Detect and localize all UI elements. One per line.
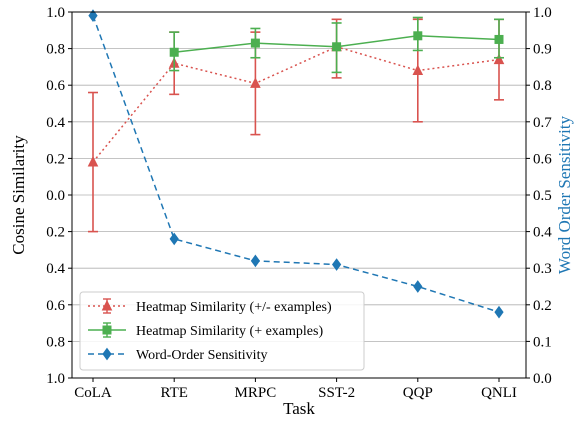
- data-point: [250, 254, 261, 268]
- left-tick-label: 0.6: [46, 298, 65, 314]
- right-tick-label: 0.4: [533, 225, 552, 241]
- left-tick-label: 0.6: [46, 78, 65, 94]
- legend: Heatmap Similarity (+/- examples) Heatmap…: [79, 291, 365, 371]
- legend-entry: Heatmap Similarity (+ examples): [88, 322, 323, 339]
- x-axis-title: Task: [283, 399, 315, 418]
- x-tick-label: CoLA: [74, 385, 112, 401]
- data-point: [413, 31, 423, 41]
- series-layer: [87, 9, 505, 319]
- x-tick-label: MRPC: [235, 385, 277, 401]
- right-tick-label: 0.2: [533, 298, 552, 314]
- left-tick-label: 0.0: [46, 188, 65, 204]
- x-tick-label: QQP: [403, 385, 433, 401]
- left-y-axis-title: Cosine Similarity: [9, 135, 28, 255]
- right-tick-label: 0.1: [533, 334, 552, 350]
- data-point: [169, 47, 179, 57]
- data-point: [494, 305, 504, 319]
- legend-box: [79, 291, 365, 371]
- right-tick-label: 0.3: [533, 261, 552, 277]
- left-tick-label: 0.8: [46, 334, 65, 350]
- legend-label: Word-Order Sensitivity: [136, 348, 267, 363]
- series-3: [88, 9, 504, 319]
- legend-marker: [102, 347, 112, 361]
- legend-entry: Word-Order Sensitivity: [88, 347, 267, 363]
- data-point: [413, 280, 423, 293]
- legend-entry: Heatmap Similarity (+/- examples): [88, 298, 332, 315]
- data-point: [169, 232, 179, 246]
- left-tick-label: 0.4: [46, 115, 65, 131]
- x-tick-label: RTE: [160, 385, 187, 401]
- data-point: [494, 34, 504, 44]
- x-tick-label: QNLI: [481, 385, 517, 401]
- right-tick-label: 0.8: [533, 78, 552, 94]
- series-line: [92, 45, 500, 163]
- data-point: [87, 155, 99, 167]
- right-tick-label: 0.9: [533, 42, 552, 58]
- left-tick-label: 0.8: [46, 42, 65, 58]
- left-tick-label: 0.2: [46, 151, 65, 167]
- legend-marker: [102, 325, 112, 335]
- right-tick-label: 0.5: [533, 188, 552, 204]
- legend-label: Heatmap Similarity (+/- examples): [136, 300, 332, 315]
- x-tick-label: SST-2: [318, 385, 355, 401]
- series-2: [169, 16, 504, 74]
- data-point: [332, 42, 342, 52]
- data-point: [493, 53, 505, 65]
- data-point: [412, 64, 424, 76]
- right-tick-label: 0.7: [533, 115, 552, 131]
- data-point: [250, 38, 260, 48]
- data-point: [250, 77, 261, 88]
- right-y-axis-title: Word Order Sensitivity: [555, 115, 574, 274]
- series-1: [87, 18, 505, 233]
- left-tick-label: 0.2: [46, 225, 65, 241]
- series-line: [92, 15, 500, 313]
- left-tick-label: 1.0: [46, 371, 65, 387]
- legend-marker: [101, 299, 113, 311]
- left-tick-label: 1.0: [46, 5, 65, 21]
- right-tick-label: 0.0: [533, 371, 552, 387]
- data-point: [88, 9, 98, 23]
- legend-label: Heatmap Similarity (+ examples): [136, 324, 323, 339]
- right-tick-label: 0.6: [533, 151, 552, 167]
- right-tick-label: 1.0: [533, 5, 552, 21]
- data-point: [331, 258, 342, 271]
- axis-ticks: 1.0 0.8 0.6 0.4 0.2 0.0 0.2 0.4 0.6 0.8 1.0 1.0 0.9 0…: [46, 5, 552, 401]
- left-tick-label: 0.4: [46, 261, 65, 277]
